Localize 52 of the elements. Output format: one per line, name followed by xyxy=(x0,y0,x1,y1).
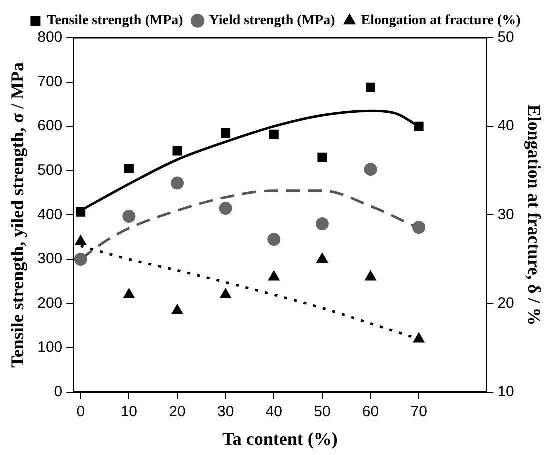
y2-axis-title: Elongation at fracture, δ / % xyxy=(524,104,545,326)
legend-label: Elongation at fracture (%) xyxy=(361,14,522,29)
x-tick-label: 60 xyxy=(362,404,380,421)
y-tick-label: 200 xyxy=(38,294,63,312)
y2-tick-label: 50 xyxy=(498,29,514,46)
point xyxy=(75,235,87,246)
legend-label: Tensile strength (MPa) xyxy=(47,14,184,29)
point xyxy=(74,253,88,266)
y2-tick-label: 40 xyxy=(498,118,514,135)
point xyxy=(318,152,328,162)
x-tick-label: 30 xyxy=(217,404,234,421)
x-tick-label: 20 xyxy=(169,404,186,421)
point xyxy=(268,270,280,281)
x-tick-label: 10 xyxy=(120,404,138,421)
point xyxy=(124,164,134,174)
point xyxy=(316,253,328,263)
y-tick-label: 600 xyxy=(38,118,63,135)
y-axis-title: Tensile strength, yiled strength, σ / MPa xyxy=(7,62,28,368)
point xyxy=(221,128,231,138)
point xyxy=(172,146,182,156)
point xyxy=(366,82,376,92)
point xyxy=(76,207,86,217)
point xyxy=(316,218,329,231)
point xyxy=(123,288,135,298)
y2-tick-label: 10 xyxy=(498,384,514,401)
point xyxy=(171,176,184,190)
y2-tick-label: 30 xyxy=(498,206,514,224)
point xyxy=(268,233,281,246)
y-tick-label: 800 xyxy=(38,29,63,46)
y2-tick-label: 20 xyxy=(498,294,514,312)
point xyxy=(364,163,378,176)
y-tick-label: 0 xyxy=(54,384,63,401)
x-tick-label: 50 xyxy=(314,404,331,421)
y-tick-label: 100 xyxy=(38,339,63,356)
point xyxy=(122,210,136,224)
x-axis-title: Ta content (%) xyxy=(222,428,338,449)
point xyxy=(414,122,424,132)
point xyxy=(172,304,184,314)
y-tick-label: 700 xyxy=(38,73,63,90)
point xyxy=(413,332,425,343)
y-tick-label: 500 xyxy=(38,162,63,180)
point xyxy=(412,221,426,234)
point xyxy=(365,270,376,281)
x-tick-label: 70 xyxy=(410,404,428,421)
y-tick-label: 400 xyxy=(38,206,63,224)
x-tick-label: 40 xyxy=(266,404,282,421)
point xyxy=(220,288,232,298)
legend-label: Yield strength (MPa) xyxy=(209,14,336,29)
y-tick-label: 300 xyxy=(38,250,63,268)
point xyxy=(219,202,232,216)
x-tick-label: 0 xyxy=(76,404,86,421)
point xyxy=(269,130,279,140)
